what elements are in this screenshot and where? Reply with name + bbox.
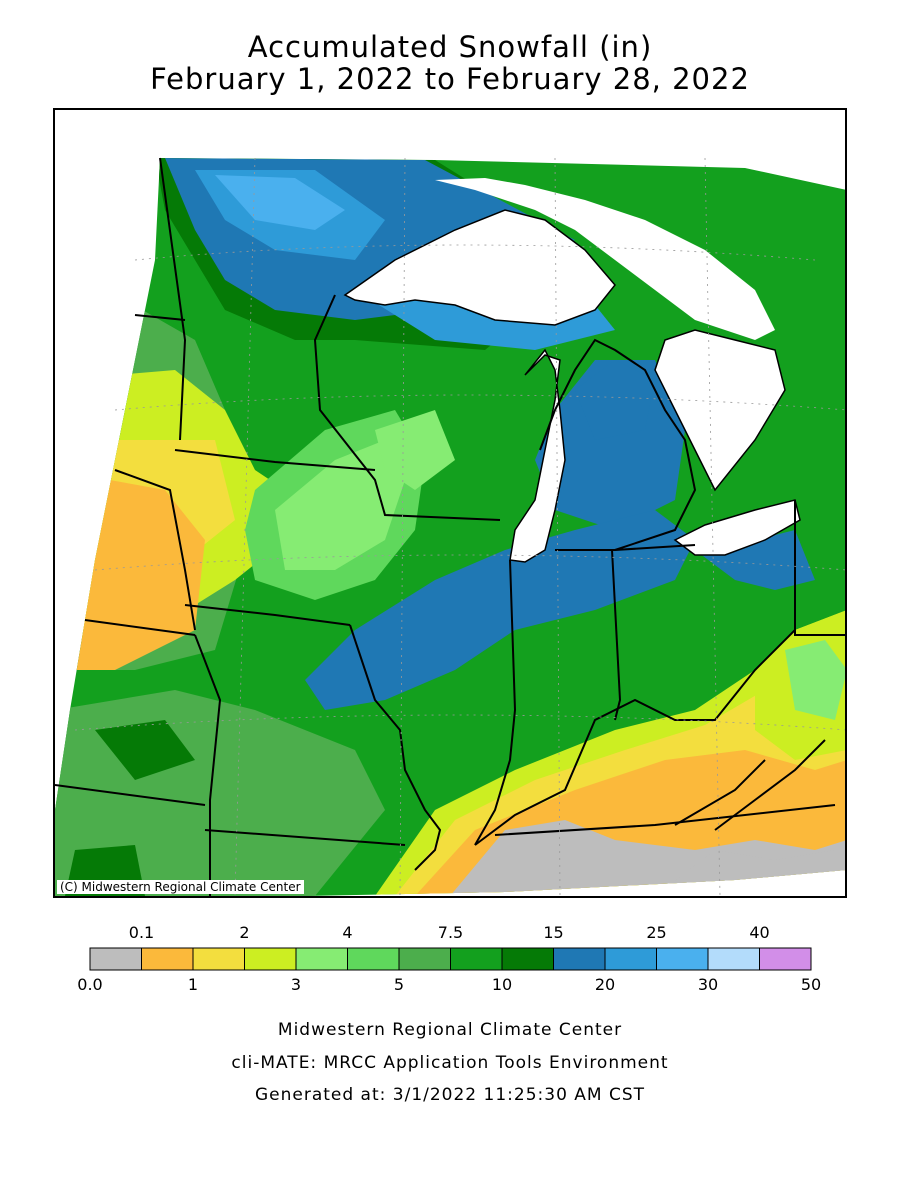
legend-bottom-label: 10 bbox=[492, 975, 512, 994]
legend-swatch bbox=[244, 947, 297, 971]
great-lakes bbox=[343, 178, 801, 563]
legend-swatch bbox=[553, 947, 606, 971]
graticule bbox=[74, 157, 845, 896]
legend-swatch bbox=[192, 947, 245, 971]
legend-top-label: 25 bbox=[646, 923, 666, 942]
legend-swatches bbox=[89, 947, 812, 971]
legend-swatch bbox=[347, 947, 400, 971]
footer-generated: Generated at: 3/1/2022 11:25:30 AM CST bbox=[254, 1085, 646, 1105]
legend-swatch bbox=[398, 947, 451, 971]
legend-top-label: 0.1 bbox=[129, 923, 154, 942]
legend-bottom-label: 0.0 bbox=[77, 975, 102, 994]
snowfall-contours bbox=[55, 158, 845, 896]
legend-bottom-labels: 0.0 1 3 5 10 20 30 50 bbox=[77, 975, 821, 994]
legend-swatch bbox=[450, 947, 503, 971]
legend-bottom-label: 1 bbox=[188, 975, 198, 994]
legend-swatch bbox=[656, 947, 709, 971]
map-date-range: February 1, 2022 to February 28, 2022 bbox=[150, 62, 750, 96]
map-title: Accumulated Snowfall (in) bbox=[247, 30, 653, 64]
legend-top-label: 7.5 bbox=[438, 923, 463, 942]
legend-top-label: 4 bbox=[342, 923, 352, 942]
legend-swatch bbox=[295, 947, 348, 971]
legend-top-label: 15 bbox=[543, 923, 563, 942]
map-credit: (C) Midwestern Regional Climate Center bbox=[57, 880, 304, 894]
legend-bottom-label: 30 bbox=[698, 975, 718, 994]
legend-bottom-label: 3 bbox=[291, 975, 301, 994]
legend-swatch bbox=[89, 947, 142, 971]
footer-tool: cli-MATE: MRCC Application Tools Environ… bbox=[231, 1053, 669, 1073]
legend-swatch bbox=[501, 947, 554, 971]
legend-bottom-label: 50 bbox=[801, 975, 821, 994]
legend-swatch bbox=[707, 947, 760, 971]
legend-bottom-label: 5 bbox=[394, 975, 404, 994]
snowfall-legend: 0.1 2 4 7.5 15 25 40 0.0 1 3 5 10 20 30 50 bbox=[77, 923, 821, 994]
legend-top-label: 40 bbox=[749, 923, 769, 942]
legend-swatch bbox=[759, 947, 812, 971]
state-boundaries bbox=[55, 157, 845, 896]
footer-organization: Midwestern Regional Climate Center bbox=[277, 1020, 623, 1040]
legend-top-labels: 0.1 2 4 7.5 15 25 40 bbox=[129, 923, 770, 942]
legend-bottom-label: 20 bbox=[595, 975, 615, 994]
snowfall-map: (C) Midwestern Regional Climate Center bbox=[53, 108, 847, 898]
legend-top-label: 2 bbox=[239, 923, 249, 942]
legend-swatch bbox=[604, 947, 657, 971]
legend-swatch bbox=[141, 947, 194, 971]
